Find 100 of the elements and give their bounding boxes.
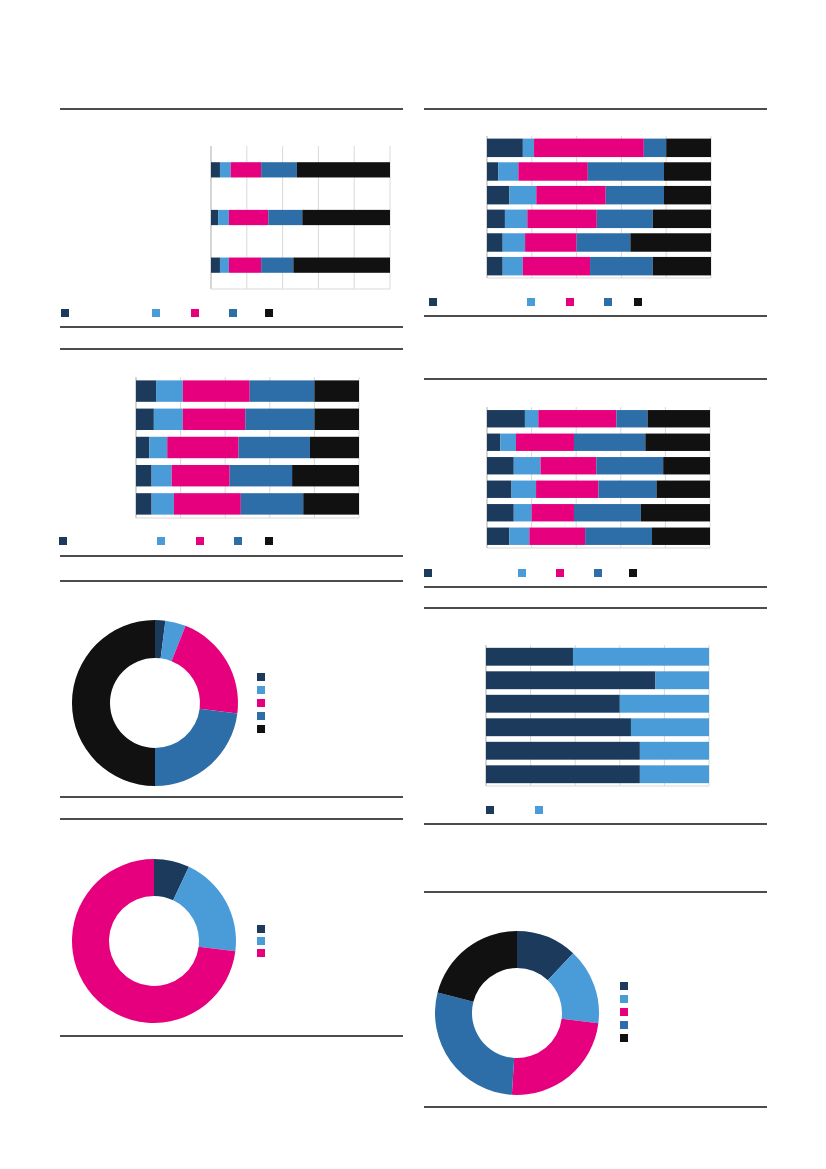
donut-slice — [511, 1018, 599, 1095]
bar — [616, 410, 648, 428]
bar — [487, 185, 510, 205]
bar — [527, 209, 597, 229]
bar — [309, 436, 359, 459]
bar — [538, 410, 617, 428]
donut-slice — [173, 866, 236, 952]
bar — [314, 380, 359, 402]
bar — [182, 380, 250, 402]
bar — [136, 464, 152, 487]
bar — [218, 209, 229, 226]
bar — [509, 185, 537, 205]
bar — [136, 380, 157, 402]
bar — [630, 233, 711, 252]
bar — [652, 527, 710, 545]
bar — [302, 209, 390, 226]
bar — [605, 185, 664, 205]
bar — [487, 209, 505, 229]
bar — [303, 493, 359, 515]
bar — [487, 138, 523, 158]
bar — [171, 464, 230, 487]
donut-slice — [547, 953, 599, 1024]
donut-slice — [437, 931, 517, 1002]
bar — [540, 457, 597, 475]
bar — [524, 410, 539, 428]
bar — [529, 527, 586, 545]
bar — [515, 433, 574, 451]
donut-slice — [155, 620, 166, 659]
bar — [240, 493, 304, 515]
donut-slice — [72, 859, 236, 1023]
donut-slice — [154, 859, 189, 901]
bar — [486, 765, 640, 784]
bar — [211, 162, 220, 178]
bar — [619, 694, 709, 713]
bar — [536, 480, 599, 498]
bar — [228, 209, 269, 226]
donut-slice — [72, 620, 155, 786]
donut-slice — [160, 620, 186, 662]
bar — [151, 493, 174, 515]
bar — [585, 527, 653, 545]
bar — [576, 233, 631, 252]
bar — [645, 433, 710, 451]
bar — [652, 256, 711, 276]
bar — [136, 408, 154, 431]
bar — [151, 464, 172, 487]
bar — [167, 436, 239, 459]
bar — [268, 209, 303, 226]
bar — [655, 671, 709, 690]
bar — [572, 647, 709, 666]
bar — [590, 256, 653, 276]
bar — [487, 433, 501, 451]
bar — [229, 464, 293, 487]
bar — [261, 257, 294, 273]
bar — [486, 647, 573, 666]
bar — [182, 408, 246, 431]
bar — [639, 765, 709, 784]
bar — [153, 408, 183, 431]
bar — [498, 162, 519, 181]
bar — [511, 480, 537, 498]
bar — [531, 504, 574, 522]
bar — [136, 436, 150, 459]
bar — [647, 410, 710, 428]
bar — [663, 162, 711, 181]
bar — [522, 256, 591, 276]
bar — [292, 464, 359, 487]
bar — [643, 138, 667, 158]
bar — [487, 410, 525, 428]
bar — [656, 480, 710, 498]
bar — [249, 380, 315, 402]
bar — [502, 256, 523, 276]
bar — [666, 138, 711, 158]
bar — [504, 209, 528, 229]
bar — [573, 504, 641, 522]
bar — [487, 504, 514, 522]
bar — [573, 433, 646, 451]
bar — [500, 433, 516, 451]
bar — [486, 694, 620, 713]
bar — [211, 257, 220, 273]
donut-slice — [517, 931, 574, 981]
bar — [314, 408, 359, 431]
bar — [587, 162, 664, 181]
bar — [245, 408, 315, 431]
bar — [486, 671, 656, 690]
bar — [487, 233, 503, 252]
bar — [487, 527, 510, 545]
bar — [518, 162, 588, 181]
bar — [513, 457, 541, 475]
bar — [296, 162, 390, 178]
bar — [149, 436, 168, 459]
bar — [136, 493, 152, 515]
bar — [293, 257, 390, 273]
bar — [487, 256, 503, 276]
bar — [156, 380, 183, 402]
bar — [211, 209, 219, 226]
bar — [219, 257, 229, 273]
bar — [261, 162, 297, 178]
bar — [487, 480, 512, 498]
bar — [639, 741, 709, 760]
bar — [536, 185, 606, 205]
bar — [522, 138, 535, 158]
